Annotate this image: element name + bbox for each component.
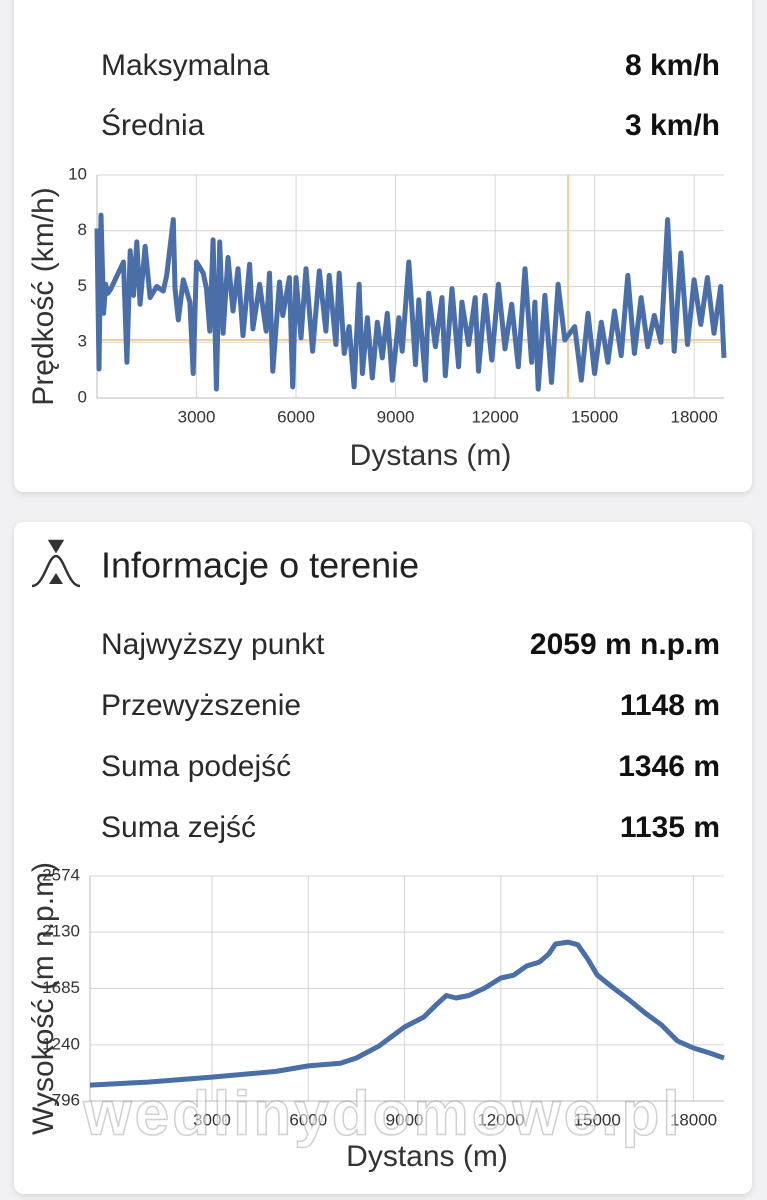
stat-label: Najwyższy punkt [101,628,325,661]
x-tick-label: 9000 [377,407,415,426]
stat-label: Suma podejść [101,750,291,783]
x-tick-label: 9000 [386,1110,424,1129]
data-line [89,939,725,1088]
x-tick-label: 6000 [277,407,315,426]
y-tick-label: 10 [68,164,87,183]
stat-value: 8 km/h [625,49,720,82]
y-tick-label: 3 [78,332,87,351]
stat-label: Maksymalna [101,49,270,82]
x-tick-label: 3000 [193,1110,231,1129]
y-axis-label: Wysokość (m n.p.m) [27,862,60,1135]
watermark: wedlinydomowe.pl [82,1079,682,1148]
stat-label: Przewyższenie [101,689,301,722]
y-axis-label: Prędkość (km/h) [27,187,60,405]
y-tick-label: 796 [52,1090,80,1109]
x-tick-label: 15000 [574,1110,621,1129]
data-line [94,212,727,392]
stat-label: Średnia [101,108,205,142]
x-tick-label: 12000 [471,407,518,426]
terrain-icon [31,539,81,588]
terrain-card [14,522,752,1194]
x-axis-label: Dystans (m) [350,439,512,472]
stat-value: 1135 m [620,811,720,844]
section-title: Informacje o terenie [101,545,419,586]
stat-label: Suma zejść [101,811,256,844]
x-tick-label: 12000 [477,1110,524,1129]
x-tick-label: 3000 [178,407,216,426]
stat-value: 2059 m n.p.m [530,628,720,661]
x-axis-label: Dystans (m) [346,1140,508,1173]
x-tick-label: 6000 [289,1110,327,1129]
y-tick-label: 0 [78,387,87,406]
y-tick-label: 2130 [42,922,80,941]
y-tick-label: 2574 [42,865,80,884]
stat-value: 3 km/h [625,109,720,142]
stat-value: 1148 m [620,689,720,722]
y-tick-label: 1685 [42,978,80,997]
x-tick-label: 18000 [671,407,718,426]
y-tick-label: 5 [78,276,87,295]
y-tick-label: 1240 [42,1034,80,1053]
stat-value: 1346 m [618,750,720,783]
x-tick-label: 15000 [571,407,618,426]
y-tick-label: 8 [78,220,87,239]
x-tick-label: 18000 [670,1110,717,1129]
